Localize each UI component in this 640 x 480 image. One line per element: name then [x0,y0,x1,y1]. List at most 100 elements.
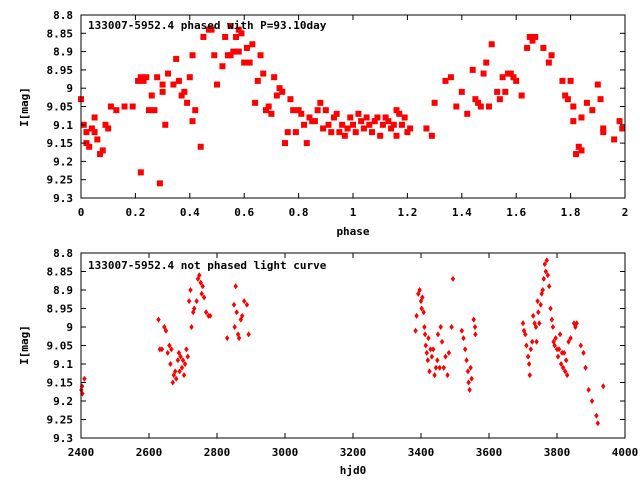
phased-data-point [442,77,449,84]
unphased-data-point [177,368,182,375]
phased-data-point [303,140,310,147]
phased-data-point [325,121,332,128]
phased-y-tick-label: 9.25 [47,174,74,187]
phased-data-point [94,136,101,143]
unphased-data-point [543,268,548,275]
unphased-data-point [589,398,595,404]
unphased-data-point [186,298,192,305]
phased-data-point [159,81,166,88]
unphased-data-point [536,309,541,316]
unphased-data-point [201,294,207,301]
phased-data-point [339,121,346,128]
phased-data-point [178,92,185,99]
unphased-data-point [168,361,173,367]
unphased-x-axis-label: hjd0 [340,464,367,477]
phased-data-point [189,52,196,59]
phased-y-tick-label: 9 [66,82,73,95]
phased-data-point [341,132,348,139]
unphased-data-point [162,324,167,330]
phased-data-point [162,121,169,128]
unphased-data-point [424,349,429,356]
phased-data-point [594,81,601,88]
phased-data-point [328,129,335,136]
phased-data-point [464,110,471,117]
unphased-data-point [184,346,189,353]
unphased-data-point [557,331,563,338]
phased-data-point [301,121,308,128]
phased-y-tick-label: 9.2 [53,155,73,168]
phased-data-point [347,114,354,121]
phased-data-point [363,114,370,121]
unphased-data-point [533,324,539,330]
unphased-y-tick-label: 8.85 [47,266,74,279]
phased-data-point [175,77,182,84]
unphased-x-tick-label: 4000 [612,446,639,459]
phased-data-point [219,63,226,70]
unphased-data-point [429,353,435,360]
phased-data-point [575,143,582,150]
unphased-data-point [198,279,203,286]
unphased-data-point [549,316,555,323]
unphased-data-point [419,305,424,312]
unphased-data-point [199,290,204,297]
phased-panel-title: 133007-5952.4 phased with P=93.10day [88,19,327,32]
unphased-data-point [244,301,250,308]
unphased-data-point [562,368,568,375]
unphased-data-point [231,301,237,308]
unphased-data-point [552,342,557,349]
unphased-data-point [428,346,433,353]
phased-data-point [431,99,438,106]
unphased-data-point [425,357,430,364]
phased-data-point [401,114,408,121]
phased-x-tick-label: 0.8 [289,206,309,219]
phased-data-point [189,118,196,125]
phased-data-point [211,52,218,59]
unphased-data-point [551,338,556,345]
phased-data-point [238,30,245,37]
phased-data-point [254,77,261,84]
phased-data-point [273,92,280,99]
unphased-data-point [236,335,242,342]
unphased-data-point [523,331,528,338]
unphased-data-point [185,353,190,360]
phased-data-point [241,59,248,66]
phased-data-point [230,48,237,55]
phased-data-point [382,114,389,121]
phased-x-tick-label: 0.4 [180,206,200,219]
phased-data-point [578,114,585,121]
phased-data-point [469,66,476,73]
phased-y-tick-label: 9.3 [53,192,73,205]
phased-data-point [214,81,220,88]
phased-data-point [292,129,299,136]
unphased-data-point [537,320,542,327]
unphased-data-point [520,320,526,327]
unphased-data-point [439,338,445,345]
unphased-panel-title: 133007-5952.4 not phased light curve [88,259,327,272]
phased-data-point [524,44,531,51]
unphased-data-point [464,357,469,364]
phased-x-tick-label: 0 [78,206,85,219]
phased-data-point [287,96,294,103]
unphased-data-point [538,301,543,308]
unphased-data-point [450,275,456,282]
phased-data-point [513,77,520,84]
phased-data-point [600,125,607,132]
unphased-data-point [432,372,437,379]
unphased-axis-ticks: 2400 2600 2800 3000 3200 3400 3600 3800 4000 8.8 8… [47,247,639,459]
unphased-x-tick-label: 3800 [544,446,571,459]
unphased-data-point [545,272,551,279]
phased-data-point [330,114,337,121]
unphased-data-point [542,261,547,268]
phased-x-tick-label: 1.6 [506,206,526,219]
unphased-data-point [423,342,428,349]
unphased-data-point [463,346,468,353]
unphased-data-point [234,309,239,316]
unphased-data-point [175,357,181,364]
unphased-data-point [565,372,570,379]
unphased-data-point [233,283,238,290]
phased-data-point [350,121,356,128]
phased-data-point [252,99,259,106]
unphased-data-point [473,331,478,338]
phased-data-point [526,33,533,40]
unphased-data-point [174,375,179,382]
